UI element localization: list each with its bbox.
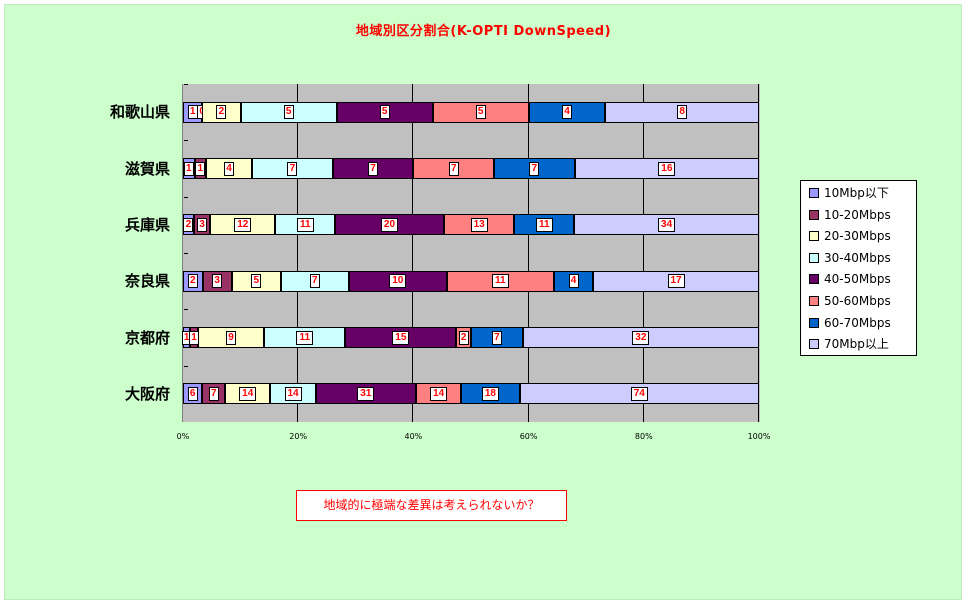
data-label: 9 <box>226 330 236 345</box>
y-tick <box>184 365 188 367</box>
legend-label: 10-20Mbps <box>824 207 891 222</box>
data-label: 13 <box>470 217 488 232</box>
legend-swatch <box>809 274 819 285</box>
plot-area <box>182 84 760 422</box>
data-label: 7 <box>529 161 540 176</box>
gridline <box>758 84 759 422</box>
legend-swatch <box>809 252 819 263</box>
legend-swatch <box>809 188 819 198</box>
legend-item: 10-20Mbps <box>809 205 891 225</box>
y-tick <box>184 140 188 142</box>
data-label: 7 <box>368 161 379 176</box>
category-label: 奈良県 <box>124 272 170 291</box>
data-label: 14 <box>284 386 302 401</box>
data-label: 2 <box>187 274 198 289</box>
data-label: 7 <box>491 330 502 345</box>
data-label: 31 <box>357 386 375 401</box>
data-label: 4 <box>224 161 235 176</box>
data-label: 5 <box>379 105 390 120</box>
data-label: 7 <box>448 161 459 176</box>
data-label: 10 <box>389 274 407 289</box>
data-label: 7 <box>208 386 219 401</box>
legend-label: 30-40Mbps <box>824 250 891 265</box>
data-label: 5 <box>475 105 486 120</box>
data-label: 15 <box>392 330 410 345</box>
legend-label: 70Mbp以上 <box>824 337 889 352</box>
data-label: 7 <box>287 161 298 176</box>
gridline <box>527 84 529 422</box>
legend-label: 20-30Mbps <box>824 229 891 244</box>
category-label: 京都府 <box>124 328 170 347</box>
data-label: 11 <box>296 330 314 345</box>
data-label: 20 <box>380 217 398 232</box>
legend-swatch <box>809 231 819 242</box>
category-label: 和歌山県 <box>109 103 170 122</box>
data-label: 4 <box>562 105 572 120</box>
category-label: 滋賀県 <box>124 159 170 178</box>
gridline <box>412 84 414 422</box>
legend-item: 70Mbp以上 <box>809 334 889 354</box>
data-label: 1 <box>195 161 206 176</box>
x-tick-label: 100% <box>747 432 771 441</box>
x-tick-label: 20% <box>289 432 308 441</box>
data-label: 32 <box>632 330 650 345</box>
legend-swatch <box>809 296 819 306</box>
x-tick-label: 80% <box>634 432 653 441</box>
legend-item: 60-70Mbps <box>809 313 891 333</box>
category-label: 兵庫県 <box>124 215 170 234</box>
data-label: 1 <box>183 161 194 176</box>
chart-title: 地域別区分割合(K-OPTI DownSpeed) <box>355 24 612 39</box>
data-label: 18 <box>481 386 499 401</box>
legend-item: 10Mbp以下 <box>809 183 889 203</box>
data-label: 17 <box>667 274 685 289</box>
data-label: 3 <box>197 217 208 232</box>
y-tick <box>184 84 188 85</box>
legend-item: 20-30Mbps <box>809 226 891 246</box>
legend-label: 50-60Mbps <box>824 294 891 308</box>
legend-swatch <box>809 317 819 328</box>
data-label: 14 <box>430 386 448 401</box>
data-label: 16 <box>658 161 676 176</box>
legend-label: 10Mbp以下 <box>824 186 889 200</box>
legend-item: 50-60Mbps <box>809 291 891 311</box>
data-label: 6 <box>187 386 198 401</box>
legend-swatch <box>809 339 819 350</box>
data-label: 74 <box>630 386 648 401</box>
legend-label: 60-70Mbps <box>824 315 891 330</box>
data-label: 14 <box>239 386 257 401</box>
x-tick-label: 40% <box>404 432 423 441</box>
category-label: 大阪府 <box>124 384 170 403</box>
data-label: 4 <box>568 274 579 289</box>
gridline <box>297 84 299 422</box>
y-tick <box>184 253 188 254</box>
data-label: 1 <box>187 105 198 120</box>
legend-swatch <box>809 209 819 220</box>
data-label: 12 <box>234 217 252 232</box>
data-label: 2 <box>458 330 469 345</box>
data-label: 3 <box>212 274 223 289</box>
y-tick <box>184 309 188 311</box>
annotation-note: 地域的に極端な差異は考えられないか？ <box>296 490 567 521</box>
data-label: 34 <box>658 217 676 232</box>
legend-item: 30-40Mbps <box>809 248 891 268</box>
data-label: 2 <box>183 217 194 232</box>
legend: 10Mbp以下 10-20Mbps 20-30Mbps 30-40Mbps 40-50M… <box>800 180 917 356</box>
data-label: 11 <box>491 274 509 289</box>
y-tick <box>184 196 188 198</box>
data-label: 11 <box>535 217 553 232</box>
legend-item: 40-50Mbps <box>809 269 891 289</box>
x-tick-label: 60% <box>519 432 538 441</box>
legend-label: 40-50Mbps <box>824 272 891 287</box>
data-label: 7 <box>309 274 320 289</box>
x-tick-label: 0% <box>176 432 190 441</box>
gridline <box>642 84 644 422</box>
data-label: 5 <box>251 274 262 289</box>
data-label: 5 <box>283 105 294 120</box>
data-label: 11 <box>296 217 314 232</box>
data-label: 8 <box>677 105 688 120</box>
data-label: 2 <box>216 105 227 120</box>
